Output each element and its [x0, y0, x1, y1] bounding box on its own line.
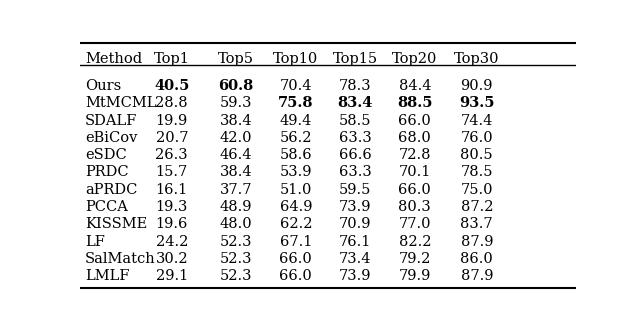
- Text: 70.4: 70.4: [280, 79, 312, 93]
- Text: LF: LF: [85, 235, 105, 248]
- Text: 90.9: 90.9: [461, 79, 493, 93]
- Text: 66.0: 66.0: [399, 183, 431, 197]
- Text: 20.7: 20.7: [156, 131, 188, 145]
- Text: 28.8: 28.8: [156, 96, 188, 110]
- Text: eBiCov: eBiCov: [85, 131, 138, 145]
- Text: 78.5: 78.5: [461, 165, 493, 180]
- Text: Top15: Top15: [333, 52, 378, 66]
- Text: 48.9: 48.9: [220, 200, 253, 214]
- Text: 76.0: 76.0: [461, 131, 493, 145]
- Text: 84.4: 84.4: [399, 79, 431, 93]
- Text: 59.5: 59.5: [339, 183, 371, 197]
- Text: 86.0: 86.0: [460, 252, 493, 266]
- Text: 78.3: 78.3: [339, 79, 372, 93]
- Text: 30.2: 30.2: [156, 252, 188, 266]
- Text: 87.9: 87.9: [461, 269, 493, 283]
- Text: LMLF: LMLF: [85, 269, 129, 283]
- Text: 15.7: 15.7: [156, 165, 188, 180]
- Text: 42.0: 42.0: [220, 131, 253, 145]
- Text: 52.3: 52.3: [220, 235, 253, 248]
- Text: 87.2: 87.2: [461, 200, 493, 214]
- Text: 38.4: 38.4: [220, 165, 253, 180]
- Text: 58.5: 58.5: [339, 114, 372, 128]
- Text: 26.3: 26.3: [156, 148, 188, 162]
- Text: PCCA: PCCA: [85, 200, 128, 214]
- Text: MtMCML: MtMCML: [85, 96, 156, 110]
- Text: 66.0: 66.0: [280, 252, 312, 266]
- Text: Top1: Top1: [154, 52, 189, 66]
- Text: Top20: Top20: [392, 52, 438, 66]
- Text: KISSME: KISSME: [85, 217, 147, 231]
- Text: 66.6: 66.6: [339, 148, 372, 162]
- Text: 79.9: 79.9: [399, 269, 431, 283]
- Text: 59.3: 59.3: [220, 96, 253, 110]
- Text: 66.0: 66.0: [399, 114, 431, 128]
- Text: 56.2: 56.2: [280, 131, 312, 145]
- Text: 75.0: 75.0: [461, 183, 493, 197]
- Text: 63.3: 63.3: [339, 131, 372, 145]
- Text: 75.8: 75.8: [278, 96, 314, 110]
- Text: 62.2: 62.2: [280, 217, 312, 231]
- Text: 74.4: 74.4: [461, 114, 493, 128]
- Text: 16.1: 16.1: [156, 183, 188, 197]
- Text: 73.4: 73.4: [339, 252, 372, 266]
- Text: eSDC: eSDC: [85, 148, 127, 162]
- Text: 60.8: 60.8: [219, 79, 254, 93]
- Text: 82.2: 82.2: [399, 235, 431, 248]
- Text: 79.2: 79.2: [399, 252, 431, 266]
- Text: 76.1: 76.1: [339, 235, 371, 248]
- Text: 68.0: 68.0: [399, 131, 431, 145]
- Text: 40.5: 40.5: [154, 79, 189, 93]
- Text: PRDC: PRDC: [85, 165, 129, 180]
- Text: 52.3: 52.3: [220, 269, 253, 283]
- Text: 80.3: 80.3: [399, 200, 431, 214]
- Text: 58.6: 58.6: [280, 148, 312, 162]
- Text: 63.3: 63.3: [339, 165, 372, 180]
- Text: 93.5: 93.5: [459, 96, 495, 110]
- Text: 80.5: 80.5: [461, 148, 493, 162]
- Text: 19.6: 19.6: [156, 217, 188, 231]
- Text: Top30: Top30: [454, 52, 500, 66]
- Text: 66.0: 66.0: [280, 269, 312, 283]
- Text: Ours: Ours: [85, 79, 121, 93]
- Text: Method: Method: [85, 52, 142, 66]
- Text: 72.8: 72.8: [399, 148, 431, 162]
- Text: Top5: Top5: [218, 52, 254, 66]
- Text: 88.5: 88.5: [397, 96, 433, 110]
- Text: SDALF: SDALF: [85, 114, 138, 128]
- Text: 37.7: 37.7: [220, 183, 253, 197]
- Text: 51.0: 51.0: [280, 183, 312, 197]
- Text: 38.4: 38.4: [220, 114, 253, 128]
- Text: 70.1: 70.1: [399, 165, 431, 180]
- Text: aPRDC: aPRDC: [85, 183, 138, 197]
- Text: 19.9: 19.9: [156, 114, 188, 128]
- Text: 83.7: 83.7: [461, 217, 493, 231]
- Text: 24.2: 24.2: [156, 235, 188, 248]
- Text: 48.0: 48.0: [220, 217, 253, 231]
- Text: Top10: Top10: [273, 52, 318, 66]
- Text: 73.9: 73.9: [339, 200, 372, 214]
- Text: 53.9: 53.9: [280, 165, 312, 180]
- Text: 70.9: 70.9: [339, 217, 372, 231]
- Text: SalMatch: SalMatch: [85, 252, 156, 266]
- Text: 29.1: 29.1: [156, 269, 188, 283]
- Text: 19.3: 19.3: [156, 200, 188, 214]
- Text: 67.1: 67.1: [280, 235, 312, 248]
- Text: 64.9: 64.9: [280, 200, 312, 214]
- Text: 46.4: 46.4: [220, 148, 253, 162]
- Text: 49.4: 49.4: [280, 114, 312, 128]
- Text: 83.4: 83.4: [337, 96, 373, 110]
- Text: 77.0: 77.0: [399, 217, 431, 231]
- Text: 73.9: 73.9: [339, 269, 372, 283]
- Text: 87.9: 87.9: [461, 235, 493, 248]
- Text: 52.3: 52.3: [220, 252, 253, 266]
